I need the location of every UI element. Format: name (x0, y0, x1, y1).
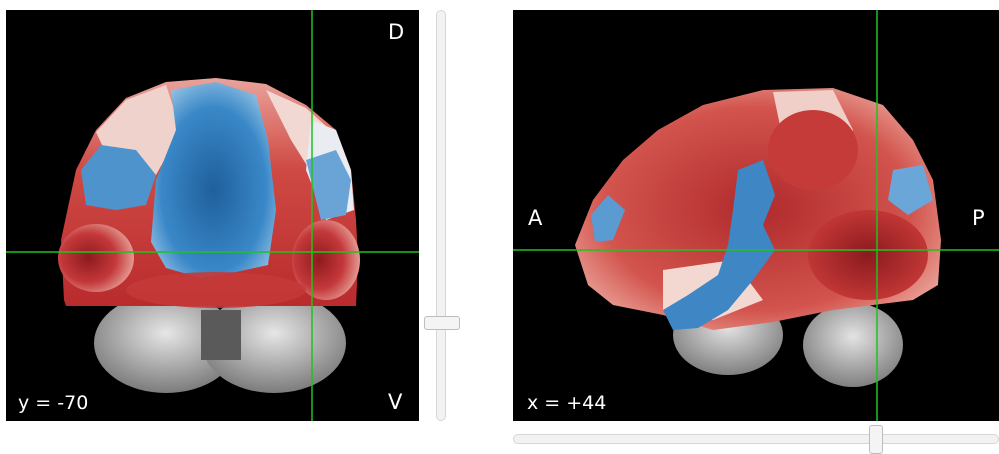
sagittal-view[interactable]: A P x = +44 (513, 10, 999, 421)
sagittal-slice-slider-handle[interactable] (869, 425, 883, 454)
coronal-slice-slider[interactable] (436, 10, 446, 421)
orientation-ventral-label: V (388, 390, 403, 414)
coronal-brain-image (6, 10, 419, 421)
sagittal-overlay-blue (663, 160, 775, 330)
sagittal-slice-coordinate: x = +44 (527, 392, 607, 414)
coronal-overlay-blue-left (81, 145, 156, 210)
coronal-cerebellum (94, 293, 346, 393)
orientation-dorsal-label: D (388, 20, 405, 44)
coronal-view[interactable]: D V y = -70 (6, 10, 419, 421)
coronal-slice-slider-handle[interactable] (424, 316, 460, 330)
sagittal-brain-image (513, 10, 999, 421)
coronal-overlay-red-left (58, 224, 134, 292)
sagittal-slice-slider[interactable] (513, 434, 999, 444)
orientation-posterior-label: P (972, 206, 985, 230)
coronal-slice-coordinate: y = -70 (18, 392, 89, 414)
orientation-anterior-label: A (528, 206, 543, 230)
coronal-overlay-blue-center (151, 82, 276, 278)
